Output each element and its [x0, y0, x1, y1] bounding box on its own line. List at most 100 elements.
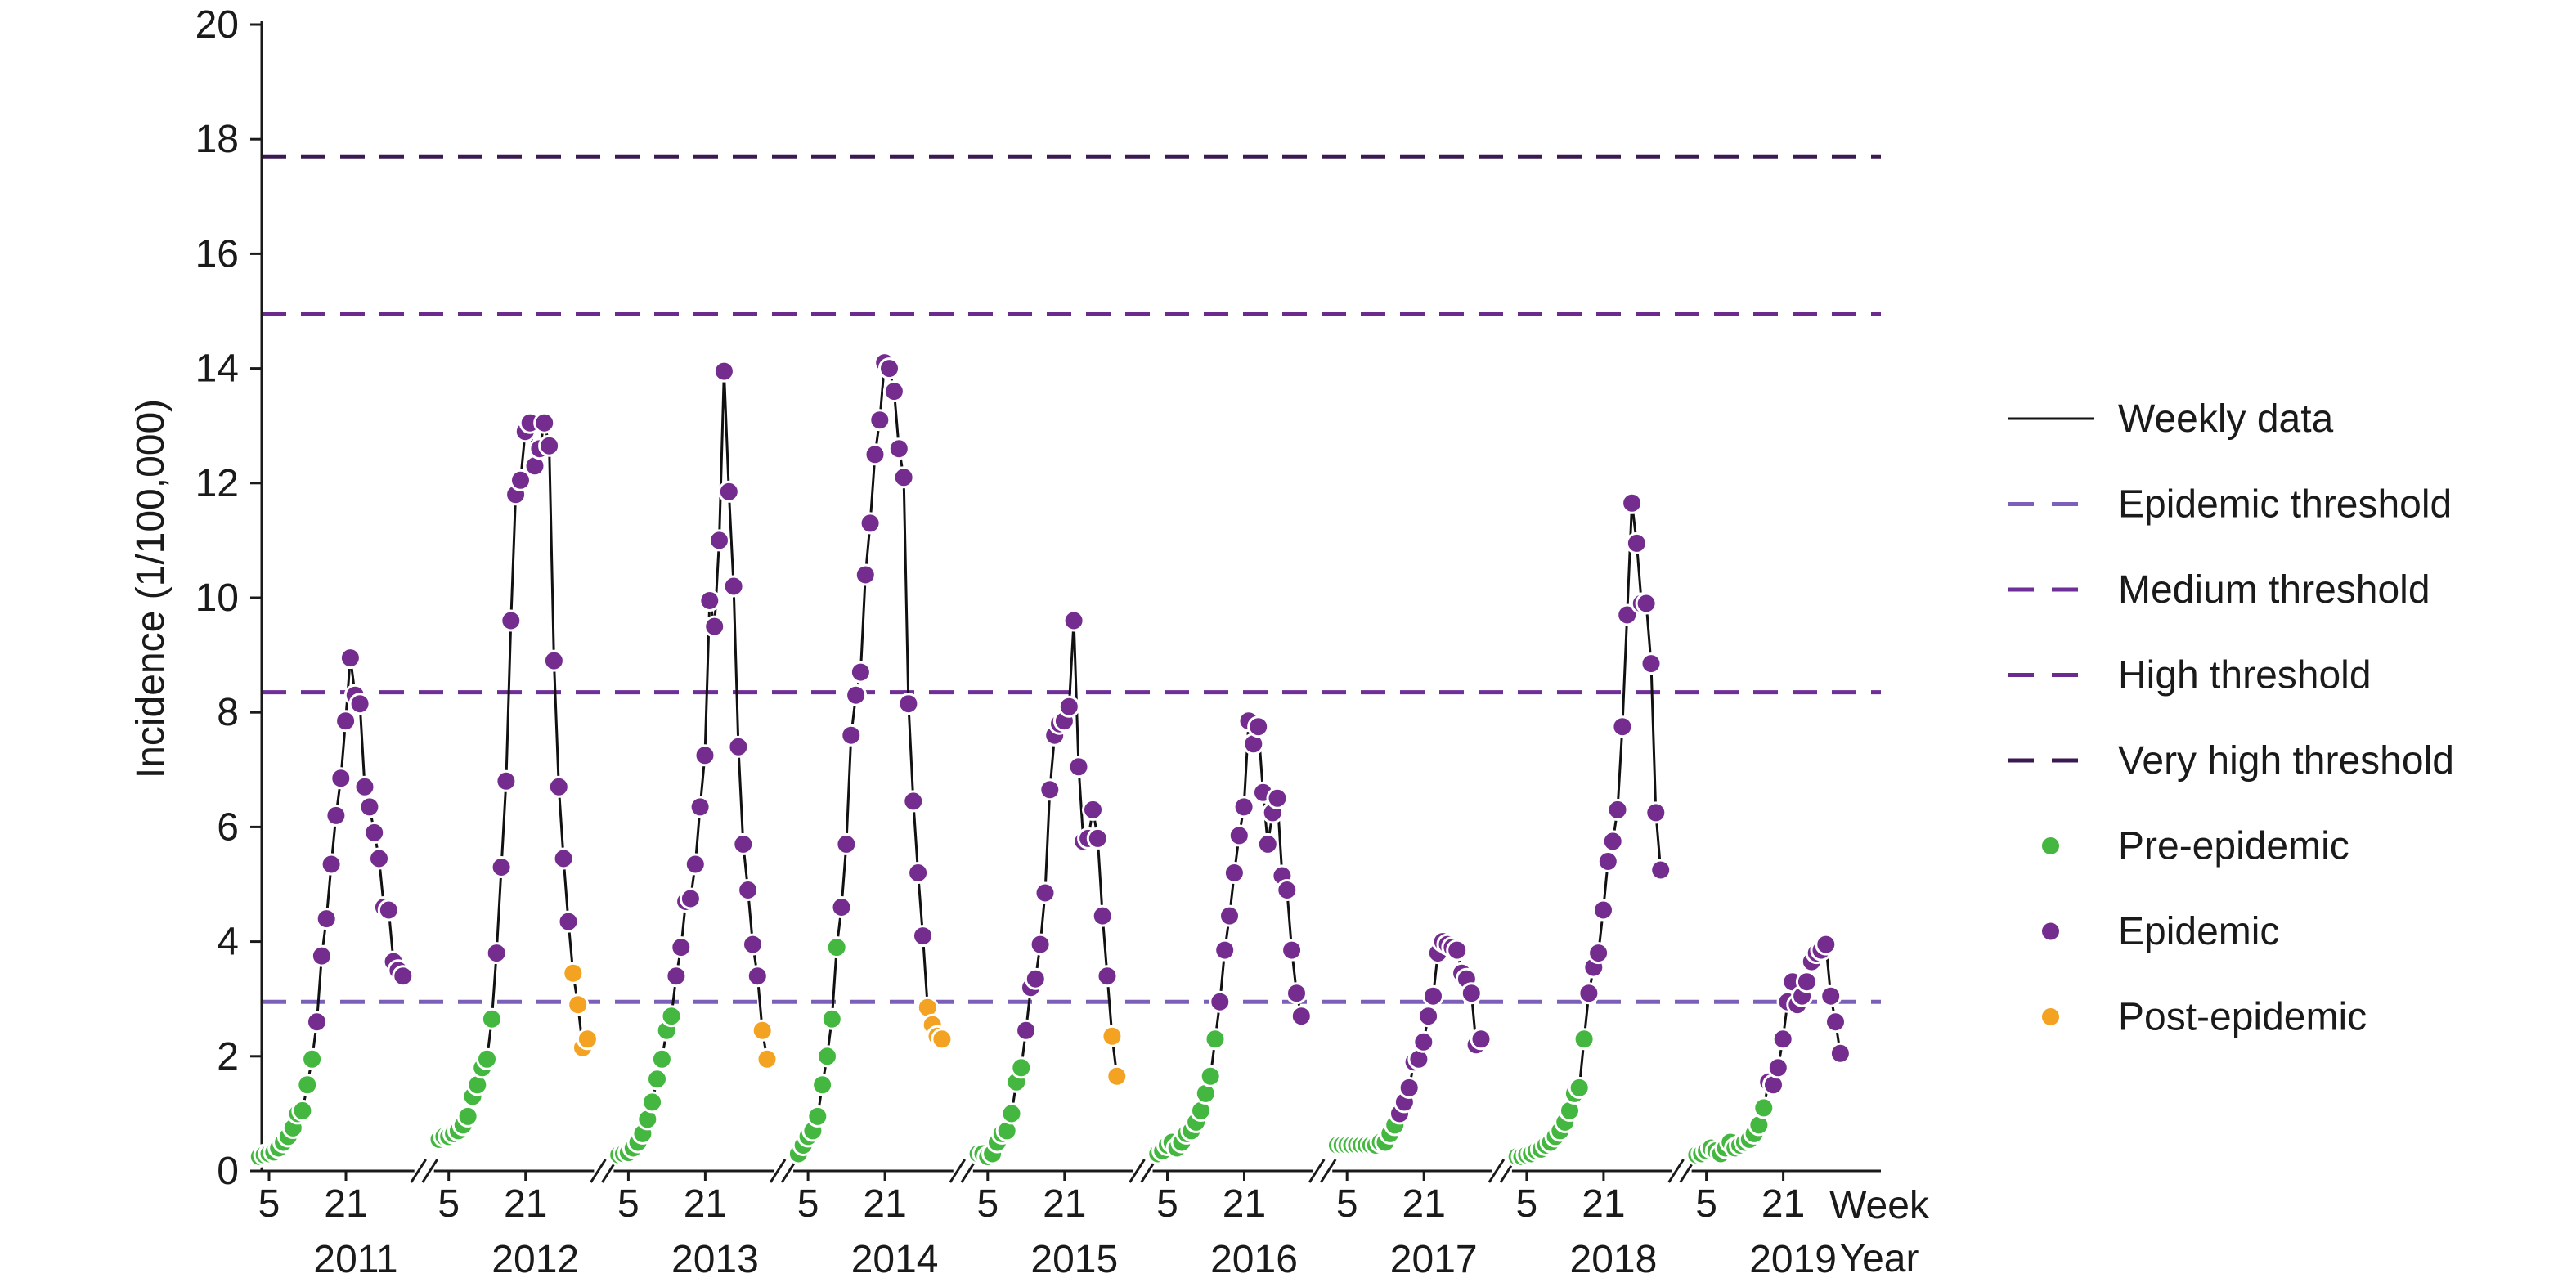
data-point-epi — [334, 710, 357, 733]
data-point-epi — [306, 1011, 328, 1034]
data-point-epi — [1601, 830, 1624, 853]
data-point-pre — [646, 1068, 668, 1091]
x-tick-label: 21 — [1043, 1182, 1086, 1226]
data-point-epi — [830, 896, 853, 918]
data-point-epi — [320, 853, 343, 876]
data-point-pre — [820, 1007, 843, 1030]
data-point-epi — [542, 649, 565, 672]
data-point-epi — [1232, 796, 1255, 818]
data-point-epi — [1460, 982, 1483, 1005]
data-point-epi — [1290, 1005, 1313, 1028]
data-point-pre — [650, 1047, 673, 1070]
data-point-epi — [717, 480, 740, 503]
data-point-epi — [1281, 939, 1304, 962]
data-point-post — [1106, 1065, 1129, 1087]
data-point-epi — [1398, 1076, 1420, 1099]
weekly-line-2013 — [618, 371, 769, 1156]
data-point-epi — [1209, 990, 1232, 1013]
data-point-epi — [840, 724, 863, 747]
data-point-epi — [665, 965, 688, 988]
data-point-epi — [892, 466, 915, 489]
data-point-pre — [480, 1007, 503, 1030]
data-point-epi — [1611, 715, 1634, 738]
data-point-pre — [476, 1047, 498, 1070]
data-point-epi — [864, 443, 886, 466]
x-axis-year-label: Year — [1840, 1237, 1919, 1280]
data-point-epi — [732, 832, 755, 855]
legend-swatch-post — [2040, 1006, 2062, 1028]
data-point-pre — [1752, 1096, 1775, 1119]
data-point-epi — [746, 965, 769, 988]
data-point-epi — [882, 380, 905, 403]
data-point-epi — [485, 942, 508, 965]
data-point-epi — [1039, 778, 1061, 801]
data-point-epi — [315, 908, 338, 930]
x-tick-label: 5 — [1516, 1182, 1538, 1226]
year-label: 2016 — [1210, 1238, 1298, 1281]
data-point-epi — [1082, 798, 1104, 821]
data-point-epi — [1771, 1028, 1794, 1051]
data-point-post — [751, 1019, 774, 1042]
data-point-pre — [816, 1045, 838, 1068]
data-point-epi — [368, 847, 390, 870]
data-point-pre — [456, 1105, 479, 1128]
data-point-epi — [703, 615, 726, 638]
data-point-epi — [490, 856, 513, 878]
data-point-epi — [1412, 1030, 1435, 1053]
data-point-epi — [1057, 695, 1080, 718]
data-point-epi — [1592, 899, 1614, 922]
data-point-epi — [722, 575, 745, 598]
data-point-pre — [1010, 1056, 1033, 1079]
axis-break-mark — [410, 1159, 427, 1183]
data-point-epi — [1577, 982, 1600, 1005]
data-point-epi — [912, 925, 934, 948]
data-point-epi — [310, 944, 333, 967]
x-tick-label: 5 — [976, 1182, 999, 1226]
data-point-epi — [339, 647, 361, 670]
year-label: 2011 — [313, 1238, 397, 1281]
data-point-epi — [1218, 904, 1241, 927]
data-point-epi — [1596, 850, 1619, 872]
data-point-epi — [1247, 715, 1270, 738]
data-point-epi — [693, 744, 716, 767]
data-point-pre — [806, 1105, 829, 1128]
data-point-post — [562, 962, 585, 984]
data-point-epi — [1214, 939, 1236, 962]
x-tick-label: 21 — [1223, 1182, 1266, 1226]
data-point-epi — [533, 411, 556, 434]
data-point-epi — [845, 684, 868, 706]
data-point-epi — [1024, 967, 1047, 990]
data-point-pre — [811, 1074, 834, 1096]
legend: Weekly data Epidemic threshold Medium thre… — [2008, 397, 2454, 1039]
x-tick-label: 21 — [1582, 1182, 1625, 1226]
x-tick-label: 21 — [684, 1182, 727, 1226]
x-tick-label: 5 — [1695, 1182, 1717, 1226]
y-tick-label: 6 — [217, 805, 239, 849]
data-point-epi — [1616, 603, 1639, 626]
x-axis-week-label: Week — [1829, 1184, 1930, 1227]
y-ticks: 0 2 4 6 8 10 12 14 16 18 20 — [195, 3, 262, 1193]
data-point-epi — [1091, 904, 1114, 927]
data-point-epi — [727, 735, 750, 758]
y-tick-label: 10 — [195, 576, 239, 620]
data-point-epi — [1587, 942, 1610, 965]
y-tick-label: 4 — [217, 921, 239, 964]
data-point-epi — [1820, 984, 1842, 1007]
data-point-epi — [500, 609, 523, 632]
data-point-epi — [1446, 939, 1469, 962]
data-point-epi — [737, 879, 760, 901]
data-point-epi — [897, 693, 920, 715]
data-point-epi — [1256, 832, 1279, 855]
legend-label: Epidemic threshold — [2118, 483, 2452, 527]
year-label: 2015 — [1030, 1238, 1118, 1281]
data-point-epi — [1422, 984, 1444, 1007]
weekly-line-2014 — [797, 359, 943, 1155]
data-point-epi — [377, 899, 400, 922]
legend-label: Medium threshold — [2118, 568, 2430, 612]
y-tick-label: 16 — [195, 232, 239, 276]
axis-break-mark — [1667, 1159, 1685, 1183]
y-tick-label: 8 — [217, 691, 239, 734]
x-tick-label: 21 — [863, 1182, 906, 1226]
data-point-epi — [859, 512, 882, 535]
x-tick-label: 5 — [1156, 1182, 1178, 1226]
